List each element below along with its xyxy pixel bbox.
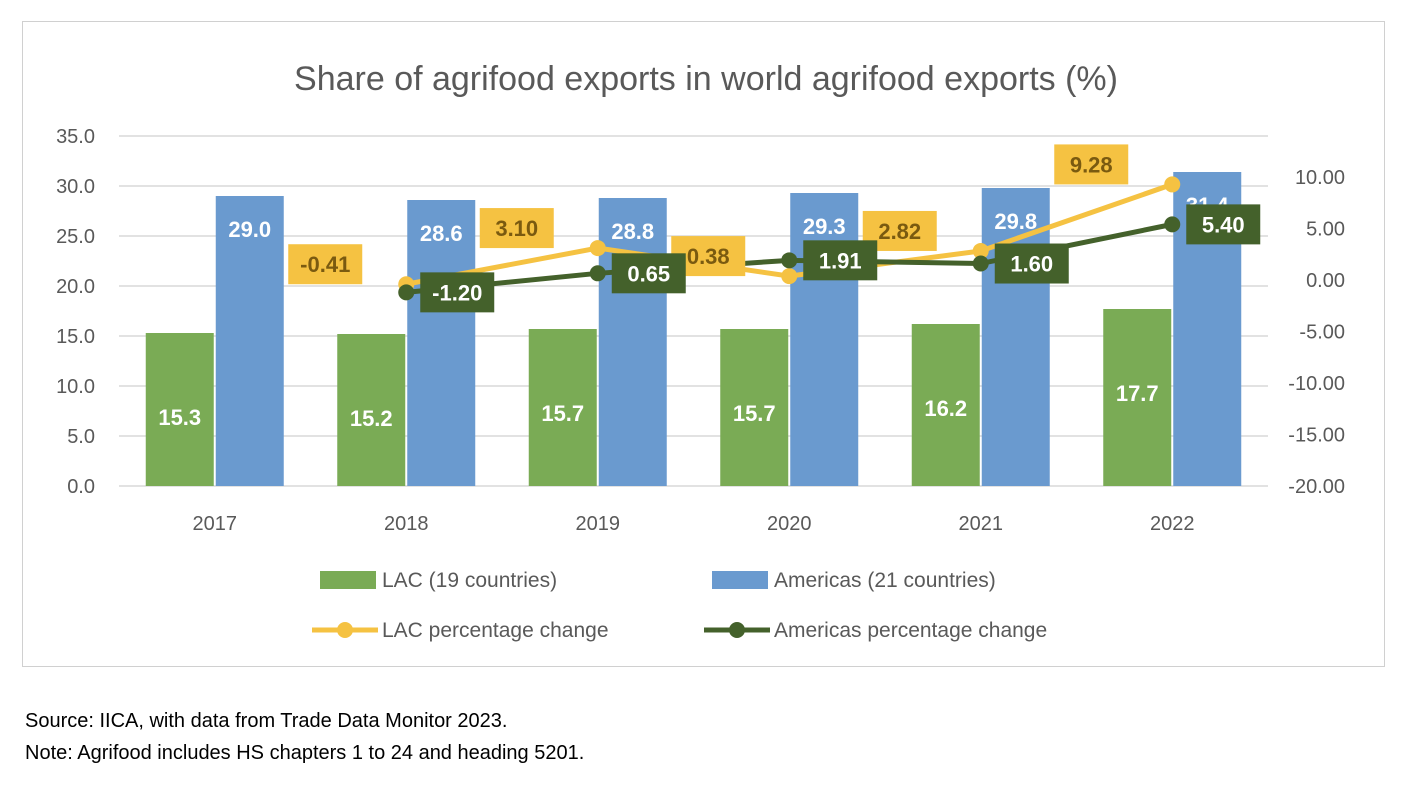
bar-lac	[720, 329, 789, 486]
y-right-tick-label: 0.00	[1306, 270, 1345, 292]
line-data-label-box	[420, 272, 495, 313]
line-data-label: -1.20	[432, 280, 482, 305]
legend-swatch	[320, 571, 376, 589]
bar-data-label: 28.8	[611, 219, 654, 244]
x-tick-label: 2022	[1150, 513, 1195, 535]
y-right-tick-label: -5.00	[1299, 322, 1345, 344]
line-marker	[972, 242, 989, 259]
bar-data-label: 28.6	[420, 221, 463, 246]
footnote: Note: Agrifood includes HS chapters 1 to…	[25, 742, 585, 764]
line-marker	[589, 240, 606, 257]
line-marker	[972, 255, 989, 272]
line-marker	[1164, 176, 1181, 193]
bar-data-label: 15.7	[541, 401, 584, 426]
bar-data-label: 29.3	[803, 214, 846, 239]
line-data-label-box	[1186, 204, 1261, 245]
y-left-tick-label: 25.0	[56, 226, 95, 248]
line-marker	[398, 284, 415, 301]
source-note: Source: IICA, with data from Trade Data …	[25, 710, 508, 732]
line-data-label: 2.82	[878, 219, 921, 244]
legend-label: Americas percentage change	[774, 619, 1047, 642]
chart-frame	[22, 21, 1385, 667]
line-marker	[781, 252, 798, 269]
bar-data-label: 29.8	[994, 209, 1037, 234]
line-data-label-box	[994, 243, 1069, 284]
line-data-label-box	[479, 208, 554, 249]
line-marker	[781, 268, 798, 285]
bar-lac	[337, 334, 406, 486]
y-left-tick-label: 5.0	[67, 426, 95, 448]
line-data-label: 9.28	[1070, 152, 1113, 177]
y-right-tick-label: -10.00	[1288, 373, 1345, 395]
y-right-tick-label: -20.00	[1288, 476, 1345, 498]
chart: Share of agrifood exports in world agrif…	[56, 60, 1345, 642]
line-data-label: 0.65	[627, 261, 670, 286]
legend-marker	[337, 622, 353, 638]
bar-lac	[1103, 309, 1172, 486]
y-right-tick-label: -15.00	[1288, 425, 1345, 447]
line-data-label: 0.38	[687, 244, 730, 269]
legend-label: Americas (21 countries)	[774, 569, 996, 592]
y-left-tick-label: 15.0	[56, 326, 95, 348]
line-data-label-box	[611, 253, 686, 294]
line-marker	[1164, 216, 1181, 233]
x-tick-label: 2021	[959, 513, 1004, 535]
y-left-tick-label: 0.0	[67, 476, 95, 498]
legend-label: LAC (19 countries)	[382, 569, 557, 592]
line-data-label: -0.41	[300, 252, 350, 277]
bar-lac	[911, 324, 980, 486]
legend-label: LAC percentage change	[382, 619, 609, 642]
line-data-label: 1.60	[1010, 252, 1053, 277]
chart-title: Share of agrifood exports in world agrif…	[294, 60, 1118, 98]
y-left-tick-label: 35.0	[56, 126, 95, 148]
bar-lac	[145, 333, 214, 486]
line-data-label: 5.40	[1202, 212, 1245, 237]
line-data-label: 1.91	[819, 248, 862, 273]
line-data-label-box	[1054, 144, 1129, 185]
bar-data-label: 15.2	[350, 406, 393, 431]
y-left-tick-label: 10.0	[56, 376, 95, 398]
bar-data-label: 15.3	[158, 405, 201, 430]
bar-data-label: 16.2	[924, 396, 967, 421]
x-tick-label: 2020	[767, 513, 812, 535]
line-data-label-box	[803, 240, 878, 281]
bar-americas	[407, 200, 476, 486]
bar-data-label: 15.7	[733, 401, 776, 426]
legend-marker	[729, 622, 745, 638]
line-marker	[589, 265, 606, 282]
bar-data-label: 29.0	[228, 217, 271, 242]
y-left-tick-label: 20.0	[56, 276, 95, 298]
x-tick-label: 2018	[384, 513, 429, 535]
bar-lac	[528, 329, 597, 486]
x-tick-label: 2019	[576, 513, 621, 535]
bar-americas	[598, 198, 667, 486]
x-tick-label: 2017	[193, 513, 238, 535]
y-right-tick-label: 5.00	[1306, 219, 1345, 241]
line-data-label-box	[288, 244, 363, 285]
y-right-tick-label: 10.00	[1295, 167, 1345, 189]
line-data-label: 3.10	[495, 216, 538, 241]
legend-swatch	[712, 571, 768, 589]
bar-data-label: 17.7	[1116, 381, 1159, 406]
y-left-tick-label: 30.0	[56, 176, 95, 198]
bar-americas	[215, 196, 284, 486]
